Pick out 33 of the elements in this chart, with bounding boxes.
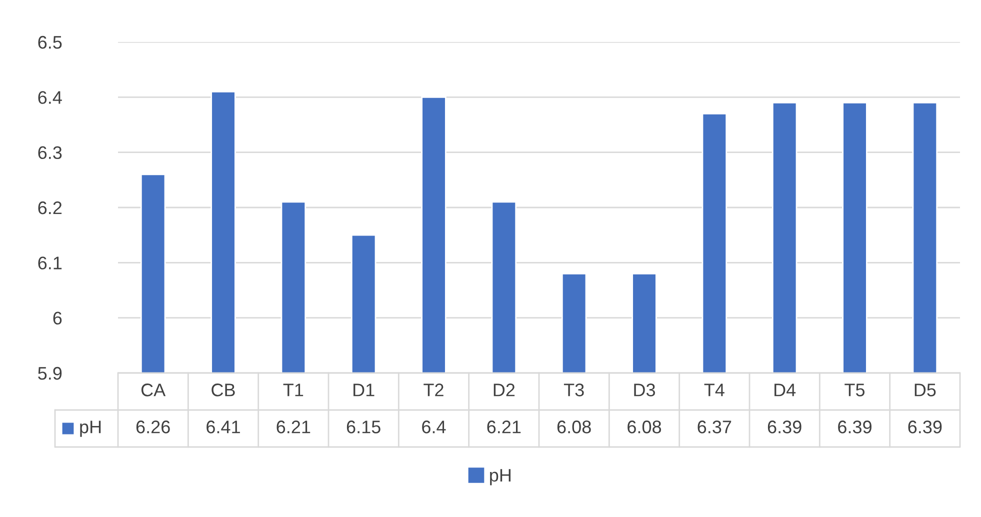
- x-tick-label: D1: [354, 384, 374, 396]
- data-label: 6.08: [628, 420, 662, 434]
- data-label: 6.39: [908, 420, 942, 434]
- data-label: 6.39: [768, 420, 802, 434]
- y-tick-label: 6.1: [38, 256, 62, 270]
- y-tick-label: 5.9: [38, 366, 62, 380]
- x-tick-label: D2: [494, 384, 515, 396]
- y-tick-label: 6.4: [38, 91, 62, 104]
- data-label: 6.08: [557, 420, 591, 434]
- data-label: 6.39: [838, 420, 872, 434]
- x-tick-label: CB: [212, 384, 235, 396]
- y-tick-label: 6: [53, 312, 62, 325]
- data-label: 6.15: [346, 420, 380, 434]
- x-tick-label: D3: [634, 384, 655, 396]
- x-tick-label: T4: [704, 384, 724, 396]
- data-label: 6.4: [422, 420, 446, 434]
- x-tick-label: D4: [774, 384, 796, 396]
- data-label: 6.21: [487, 420, 521, 434]
- x-tick-label: CA: [141, 384, 166, 396]
- data-label: 6.21: [276, 420, 310, 434]
- x-tick-label: D5: [914, 384, 936, 396]
- legend-label: pH: [490, 469, 510, 486]
- x-tick-label: T3: [564, 384, 584, 396]
- data-label: 6.41: [206, 420, 240, 434]
- x-tick-label: T5: [844, 384, 865, 396]
- data-label: 6.37: [698, 420, 732, 434]
- y-tick-label: 6.5: [38, 36, 62, 49]
- text: pH: [80, 420, 101, 437]
- x-tick-label: T1: [283, 384, 304, 396]
- x-tick-label: T2: [424, 384, 444, 396]
- y-tick-label: 6.2: [38, 201, 62, 214]
- y-tick-label: 6.3: [38, 146, 62, 160]
- data-label: 6.26: [136, 420, 170, 434]
